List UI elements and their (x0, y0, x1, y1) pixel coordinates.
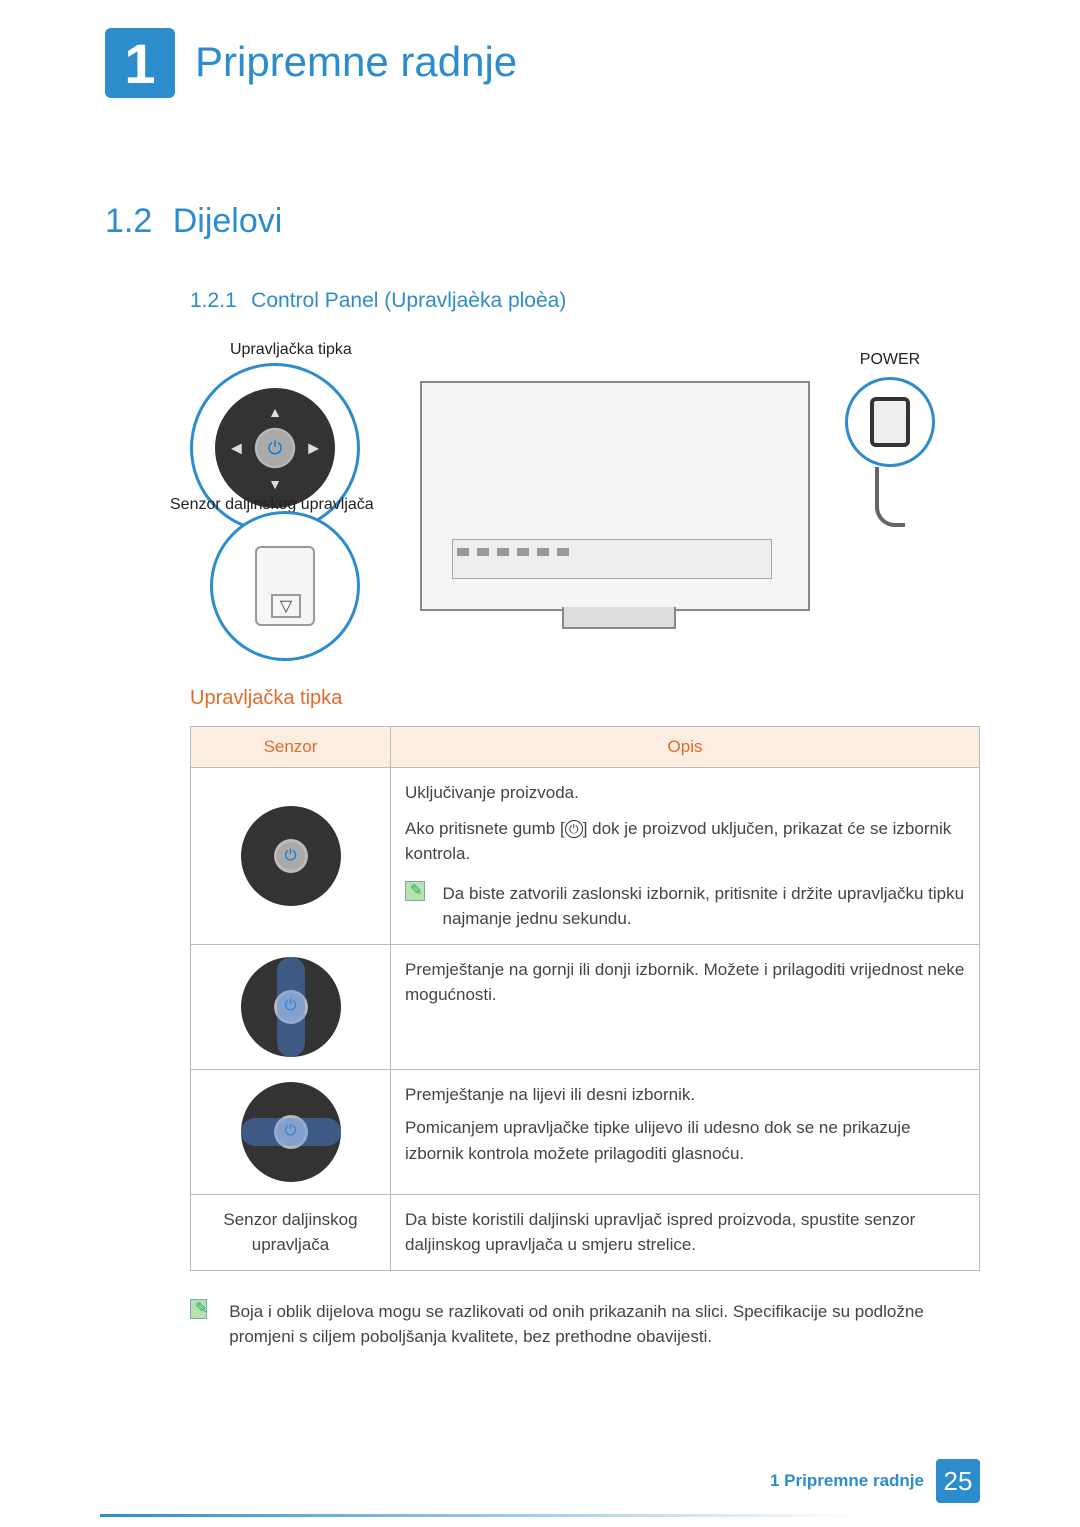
power-cable-icon (875, 467, 905, 527)
page-number-badge: 25 (936, 1459, 980, 1503)
power-label: POWER (830, 351, 950, 369)
desc-cell: Premještanje na gornji ili donji izborni… (391, 944, 980, 1069)
note-block: Da biste zatvorili zaslonski izbornik, p… (405, 881, 965, 932)
footnote-block: Boja i oblik dijelova mogu se razlikovat… (190, 1299, 980, 1350)
footer-chapter-text: 1 Pripremne radnje (770, 1471, 924, 1491)
desc-text: Uključivanje proizvoda. (405, 780, 965, 806)
desc-cell: Uključivanje proizvoda. Ako pritisnete g… (391, 768, 980, 945)
note-icon (190, 1299, 207, 1319)
desc-cell: Da biste koristili daljinski upravljač i… (391, 1194, 980, 1270)
control-panel-diagram: Upravljačka tipka ⏻ ▲ ▼ ◀ ▶ Senzor dalji… (190, 341, 975, 671)
sensor-cell-remote: Senzor daljinskog upravljača (191, 1194, 391, 1270)
remote-sensor-callout: ▽ (210, 511, 360, 661)
desc-text: Da biste koristili daljinski upravljač i… (405, 1207, 965, 1258)
table-row: Senzor daljinskog upravljača Da biste ko… (191, 1194, 980, 1270)
sensor-cell-power: ⏻ (191, 768, 391, 945)
sensor-cell-leftright: ⏻ (191, 1069, 391, 1194)
chapter-number-badge: 1 (105, 28, 175, 98)
note-icon (405, 881, 425, 901)
jog-icon-updown: ⏻ (241, 957, 341, 1057)
tv-back-illustration (420, 381, 810, 611)
note-text: Da biste zatvorili zaslonski izbornik, p… (443, 881, 965, 932)
subsection-heading: 1.2.1 Control Panel (Upravljaèka ploèa) (190, 289, 975, 313)
sensor-cell-updown: ⏻ (191, 944, 391, 1069)
table-row: ⏻ Premještanje na gornji ili donji izbor… (191, 944, 980, 1069)
desc-text: Premještanje na lijevi ili desni izborni… (405, 1082, 965, 1108)
footer-divider (100, 1514, 860, 1517)
sensor-table: Senzor Opis ⏻ Uključivanje proizvoda. Ak… (190, 726, 980, 1271)
jog-icon-leftright: ⏻ (241, 1082, 341, 1182)
power-socket-icon (845, 377, 935, 467)
chapter-title: Pripremne radnje (195, 38, 517, 86)
jog-wheel-icon: ⏻ ▲ ▼ ◀ ▶ (215, 388, 335, 508)
desc-part: Ako pritisnete gumb [ (405, 819, 565, 838)
section-title: Dijelovi (173, 202, 283, 241)
table-header-opis: Opis (391, 727, 980, 768)
subsection-number: 1.2.1 (190, 289, 237, 313)
table-row: ⏻ Uključivanje proizvoda. Ako pritisnete… (191, 768, 980, 945)
desc-text: Pomicanjem upravljačke tipke ulijevo ili… (405, 1115, 965, 1166)
desc-text: Premještanje na gornji ili donji izborni… (405, 957, 965, 1008)
subsection-title: Control Panel (Upravljaèka ploèa) (251, 289, 566, 313)
table-header-senzor: Senzor (191, 727, 391, 768)
power-inline-icon: ⏻ (565, 820, 583, 838)
page-footer: 1 Pripremne radnje 25 (770, 1459, 980, 1503)
power-callout: POWER (830, 351, 950, 527)
footnote-text: Boja i oblik dijelova mogu se razlikovat… (229, 1299, 980, 1350)
section-number: 1.2 (105, 202, 152, 241)
section-heading: 1.2 Dijelovi (105, 202, 975, 241)
desc-cell: Premještanje na lijevi ili desni izborni… (391, 1069, 980, 1194)
jog-icon-center: ⏻ (241, 806, 341, 906)
jog-label: Upravljačka tipka (230, 341, 352, 359)
heading-upravljacka-tipka: Upravljačka tipka (190, 687, 975, 710)
desc-text: Ako pritisnete gumb [⏻] dok je proizvod … (405, 816, 965, 867)
table-row: ⏻ Premještanje na lijevi ili desni izbor… (191, 1069, 980, 1194)
